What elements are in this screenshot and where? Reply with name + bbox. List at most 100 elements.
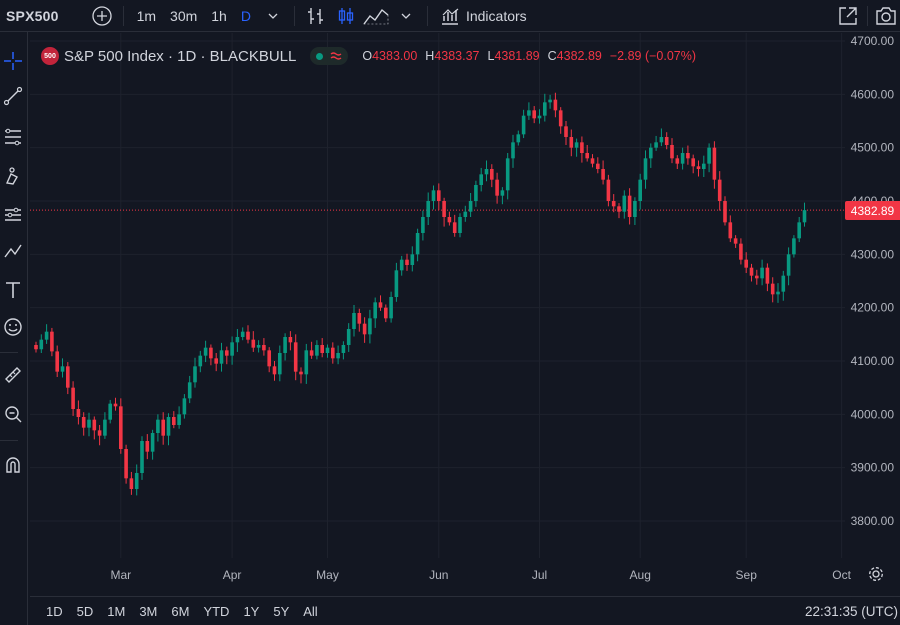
price-chart[interactable]: 3800.00 3900.00 4000.00 4100.00 4200.00 4300.… <box>30 33 900 596</box>
candle-body <box>410 254 415 265</box>
indicators-button[interactable]: Indicators <box>434 0 534 32</box>
candle-body <box>474 185 478 201</box>
candle-body <box>320 345 324 353</box>
candle-body <box>649 147 653 159</box>
candle-body <box>97 430 102 436</box>
range-6m-button[interactable]: 6M <box>171 603 190 619</box>
range-1y-button[interactable]: 1Y <box>243 603 260 619</box>
range-5y-button[interactable]: 5Y <box>273 603 290 619</box>
range-all-button[interactable]: All <box>303 603 318 619</box>
candle-body <box>50 331 54 352</box>
candle-body <box>124 449 128 479</box>
candle-body <box>87 419 91 428</box>
candle-body <box>399 259 404 271</box>
camera-icon[interactable] <box>871 0 900 32</box>
price-tick-label: 4600.00 <box>851 87 895 101</box>
candle-body <box>140 441 144 473</box>
utc-clock[interactable]: 22:31:35 (UTC) <box>804 603 898 619</box>
brush-icon[interactable] <box>0 163 26 189</box>
candle-style-icon[interactable] <box>331 0 361 32</box>
range-1d-button[interactable]: 1D <box>46 603 63 619</box>
candle-body <box>209 347 213 359</box>
candle-body <box>415 233 420 255</box>
candle-body <box>44 331 49 340</box>
candle-body <box>331 347 335 359</box>
market-open-dot <box>316 52 324 60</box>
range-5d-button[interactable]: 5D <box>76 603 94 619</box>
range-1m-button[interactable]: 1M <box>107 603 126 619</box>
candle-body <box>325 347 330 353</box>
area-style-icon[interactable] <box>361 0 391 32</box>
time-tick-label: May <box>316 568 339 582</box>
high-label: H <box>425 49 435 63</box>
price-tick-label: 4300.00 <box>851 247 895 261</box>
price-tick-label: 4000.00 <box>851 407 895 421</box>
settings-icon[interactable] <box>866 564 886 584</box>
candle-body <box>569 137 574 148</box>
market-status-pill[interactable] <box>310 47 349 65</box>
time-tick-label: Mar <box>110 568 131 582</box>
candle-body <box>452 222 457 233</box>
interval-1h-button[interactable]: 1h <box>211 7 227 24</box>
candle-body <box>394 270 399 297</box>
interval-1m-button[interactable]: 1m <box>136 7 157 24</box>
candle-body <box>664 137 669 145</box>
candle-body <box>659 137 664 143</box>
fullscreen-icon[interactable] <box>833 0 863 32</box>
candle-body <box>251 339 256 348</box>
candle-body <box>712 147 717 180</box>
fib-icon[interactable] <box>0 124 26 150</box>
candle-body <box>458 217 462 233</box>
magnet-icon[interactable] <box>0 452 26 478</box>
candle-body <box>262 345 266 351</box>
candle-body <box>304 350 309 375</box>
candle-body <box>484 169 489 175</box>
candle-body <box>315 345 319 356</box>
emoji-icon[interactable] <box>0 314 26 340</box>
text-icon[interactable] <box>0 277 26 303</box>
open-label: O <box>362 49 373 63</box>
crosshair-icon[interactable] <box>0 48 26 74</box>
candle-body <box>442 201 446 217</box>
candle-body <box>219 350 224 364</box>
interval-30m-button[interactable]: 30m <box>170 7 198 24</box>
candle-body <box>172 417 176 425</box>
zoom-icon[interactable] <box>0 401 26 427</box>
add-symbol-icon[interactable] <box>87 0 117 32</box>
candle-body <box>108 403 112 420</box>
range-3m-button[interactable]: 3M <box>139 603 158 619</box>
candle-body <box>585 153 589 159</box>
candle-body <box>680 153 685 164</box>
symbol-title[interactable]: S&P 500 Index · 1D · BLACKBULL <box>64 47 297 65</box>
time-axis: Mar Apr May Jun Jul Aug Sep Oct <box>110 568 851 582</box>
candle-body <box>686 153 690 159</box>
candle-body <box>633 201 637 217</box>
gann-icon[interactable] <box>0 202 26 228</box>
range-ytd-button[interactable]: YTD <box>203 603 230 619</box>
toolbar-divider <box>122 5 124 26</box>
candle-body <box>691 158 695 167</box>
candle-body <box>166 417 171 436</box>
candle-body <box>373 302 377 319</box>
candle-body <box>521 115 526 135</box>
candle-body <box>39 339 44 350</box>
chevron-down-icon[interactable] <box>391 0 421 32</box>
trend-line-icon[interactable] <box>0 83 26 109</box>
interval-d-button[interactable]: D <box>240 7 251 24</box>
chevron-down-icon[interactable] <box>258 0 288 32</box>
candle-body <box>611 201 616 207</box>
candle-body <box>601 169 605 180</box>
candle-body <box>119 406 123 449</box>
symbol-search-button[interactable]: SPX500 <box>6 7 59 24</box>
candle-body <box>744 259 748 268</box>
indicators-label: Indicators <box>465 7 527 24</box>
candle-body <box>225 350 229 356</box>
price-tick-label: 4100.00 <box>851 354 895 368</box>
candle-body <box>92 419 97 431</box>
candle-body <box>272 366 277 375</box>
pattern-icon[interactable] <box>0 238 26 264</box>
candle-body <box>606 179 611 201</box>
bar-style-icon[interactable] <box>301 0 331 32</box>
candle-body <box>622 195 627 212</box>
ruler-icon[interactable] <box>0 362 26 388</box>
